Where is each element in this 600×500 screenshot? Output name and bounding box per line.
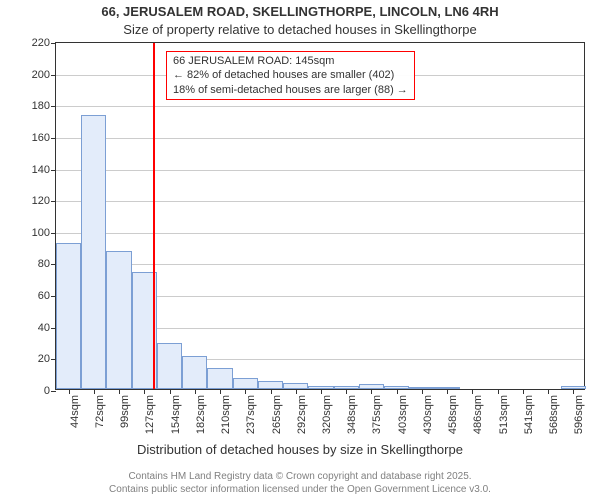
x-tick	[94, 389, 95, 394]
x-tick	[573, 389, 574, 394]
x-tick	[144, 389, 145, 394]
x-tick-label: 348sqm	[346, 395, 358, 434]
x-tick-label: 292sqm	[296, 395, 308, 434]
x-tick-label: 44sqm	[69, 395, 81, 428]
y-tick-label: 180	[32, 100, 50, 112]
y-tick	[51, 75, 56, 76]
y-tick-label: 80	[38, 258, 50, 270]
histogram-bar	[233, 378, 258, 389]
callout-line1: 66 JERUSALEM ROAD: 145sqm	[173, 54, 408, 68]
gridline-h	[56, 170, 584, 171]
x-tick	[220, 389, 221, 394]
chart-container: 66, JERUSALEM ROAD, SKELLINGTHORPE, LINC…	[0, 0, 600, 500]
x-tick	[245, 389, 246, 394]
property-marker-line	[153, 43, 155, 389]
histogram-bar	[258, 381, 283, 389]
y-tick	[51, 106, 56, 107]
y-tick-label: 20	[38, 353, 50, 365]
footer-attribution: Contains HM Land Registry data © Crown c…	[0, 471, 600, 496]
x-tick	[447, 389, 448, 394]
x-tick	[321, 389, 322, 394]
y-tick-label: 40	[38, 322, 50, 334]
x-tick-label: 154sqm	[170, 395, 182, 434]
x-tick	[195, 389, 196, 394]
x-tick-label: 486sqm	[472, 395, 484, 434]
histogram-bar	[106, 251, 131, 389]
x-tick	[69, 389, 70, 394]
x-tick	[346, 389, 347, 394]
x-axis-label: Distribution of detached houses by size …	[0, 442, 600, 457]
plot-area: 02040608010012014016018020022044sqm72sqm…	[55, 42, 585, 390]
x-tick	[170, 389, 171, 394]
footer-line2: Contains public sector information licen…	[0, 484, 600, 497]
y-tick-label: 140	[32, 164, 50, 176]
x-tick-label: 513sqm	[498, 395, 510, 434]
x-tick-label: 403sqm	[397, 395, 409, 434]
y-tick	[51, 391, 56, 392]
gridline-h	[56, 233, 584, 234]
x-tick	[548, 389, 549, 394]
y-tick-label: 200	[32, 69, 50, 81]
x-tick-label: 596sqm	[573, 395, 585, 434]
y-tick-label: 60	[38, 290, 50, 302]
x-tick-label: 127sqm	[144, 395, 156, 434]
y-tick	[51, 170, 56, 171]
x-tick-label: 99sqm	[119, 395, 131, 428]
histogram-bar	[81, 115, 106, 389]
histogram-bar	[207, 368, 232, 389]
chart-title-line1: 66, JERUSALEM ROAD, SKELLINGTHORPE, LINC…	[0, 4, 600, 19]
x-tick	[523, 389, 524, 394]
y-tick	[51, 43, 56, 44]
x-tick-label: 458sqm	[447, 395, 459, 434]
histogram-bar	[157, 343, 182, 389]
x-tick	[296, 389, 297, 394]
x-tick-label: 541sqm	[523, 395, 535, 434]
x-tick	[422, 389, 423, 394]
chart-title-line2: Size of property relative to detached ho…	[0, 22, 600, 37]
y-tick-label: 220	[32, 37, 50, 49]
x-tick	[119, 389, 120, 394]
x-tick-label: 568sqm	[548, 395, 560, 434]
callout-line3: 18% of semi-detached houses are larger (…	[173, 83, 408, 97]
x-tick-label: 182sqm	[195, 395, 207, 434]
x-tick-label: 320sqm	[321, 395, 333, 434]
y-tick-label: 0	[44, 385, 50, 397]
histogram-bar	[56, 243, 81, 389]
gridline-h	[56, 201, 584, 202]
histogram-bar	[182, 356, 207, 389]
callout-box: 66 JERUSALEM ROAD: 145sqm← 82% of detach…	[166, 51, 415, 100]
y-tick-label: 120	[32, 195, 50, 207]
gridline-h	[56, 264, 584, 265]
x-tick-label: 72sqm	[94, 395, 106, 428]
y-tick-label: 160	[32, 132, 50, 144]
gridline-h	[56, 138, 584, 139]
x-tick	[397, 389, 398, 394]
x-tick-label: 210sqm	[220, 395, 232, 434]
y-tick	[51, 138, 56, 139]
footer-line1: Contains HM Land Registry data © Crown c…	[0, 471, 600, 484]
callout-line2: ← 82% of detached houses are smaller (40…	[173, 68, 408, 82]
x-tick-label: 265sqm	[271, 395, 283, 434]
x-tick	[498, 389, 499, 394]
x-tick	[271, 389, 272, 394]
x-tick	[371, 389, 372, 394]
x-tick	[472, 389, 473, 394]
x-tick-label: 375sqm	[371, 395, 383, 434]
y-tick	[51, 201, 56, 202]
y-tick-label: 100	[32, 227, 50, 239]
x-tick-label: 237sqm	[245, 395, 257, 434]
x-tick-label: 430sqm	[422, 395, 434, 434]
y-tick	[51, 233, 56, 234]
gridline-h	[56, 106, 584, 107]
